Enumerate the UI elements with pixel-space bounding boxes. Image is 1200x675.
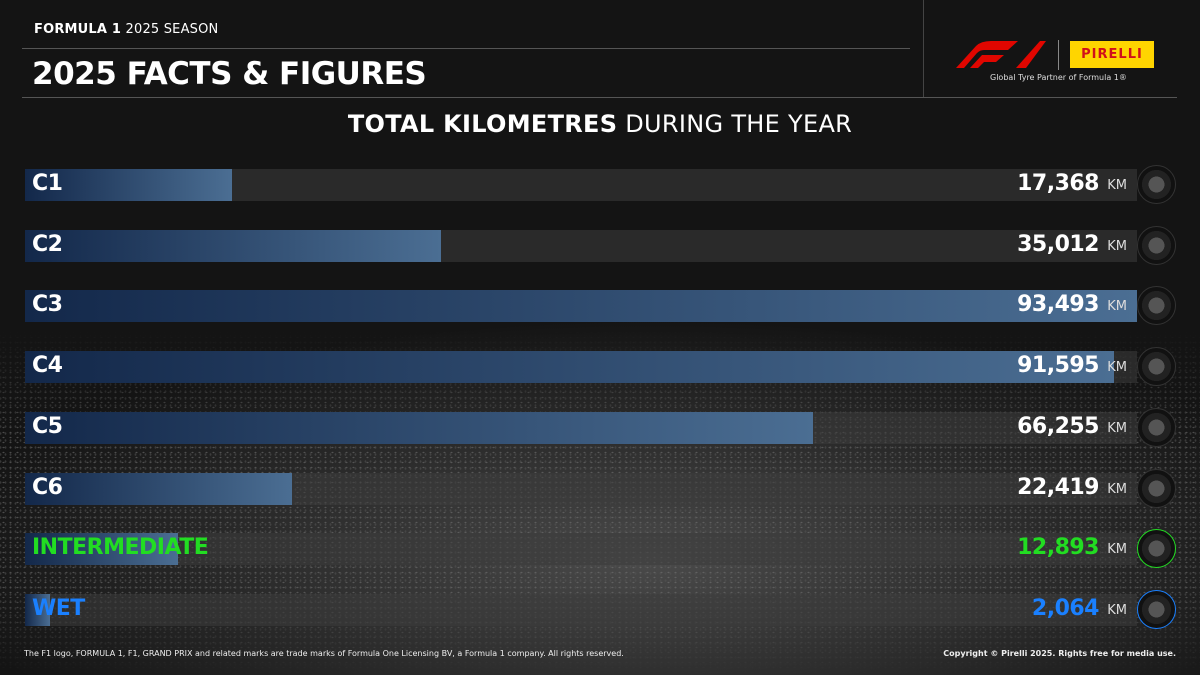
season-kicker: FORMULA 1 2025 SEASON [34, 22, 219, 37]
unit-label: KM [1107, 238, 1127, 254]
unit-label: KM [1107, 420, 1127, 436]
unit-label: KM [1107, 178, 1127, 193]
unit-label: KM [1107, 299, 1127, 315]
value-label: 12,893 [1017, 535, 1099, 561]
unit-label: KM [1107, 481, 1127, 497]
bar-wet [25, 593, 50, 626]
divider [923, 0, 924, 97]
bar-c5 [25, 411, 814, 444]
category-label: C2 [32, 231, 63, 257]
category-label: C4 [32, 353, 63, 379]
category-label: C5 [32, 413, 63, 439]
tyre-icon [1137, 589, 1176, 629]
bar-row-c5: C5 66,255 KM [25, 411, 1137, 444]
bar-c3 [25, 290, 1137, 323]
tyre-icon [1137, 468, 1176, 508]
tyre-icon [1137, 407, 1176, 447]
chart-title: TOTAL KILOMETRES DURING THE YEAR [347, 110, 853, 138]
value-label: 22,419 [1017, 474, 1099, 500]
tyre-icon [1137, 347, 1176, 387]
tyre-icon [1137, 529, 1176, 569]
unit-label: KM [1107, 360, 1127, 376]
value-label: 35,012 [1017, 231, 1099, 257]
value-label: 93,493 [1017, 292, 1099, 318]
unit-label: KM [1107, 542, 1127, 558]
bar-row-c3: C3 93,493 KM [25, 290, 1137, 323]
tyre-icon [1137, 165, 1176, 204]
value-label: 2,064 [1031, 595, 1100, 621]
partner-text: Global Tyre Partner of Formula 1® [990, 73, 1127, 82]
category-label: C3 [32, 292, 63, 318]
divider [1058, 40, 1059, 70]
bar-c6 [25, 472, 292, 505]
bar-row-c2: C2 35,012 KM [25, 229, 1137, 262]
value-label: 91,595 [1017, 353, 1099, 379]
tyre-icon [1137, 225, 1176, 265]
value-label: 17,368 [1017, 171, 1099, 196]
tyre-icon [1137, 286, 1176, 326]
f1-logo [956, 41, 1046, 68]
bar-row-c4: C4 91,595 KM [25, 351, 1137, 384]
unit-label: KM [1107, 602, 1127, 618]
bar-row-wet: WET 2,064 KM [25, 593, 1137, 626]
bar-intermediate [25, 533, 179, 566]
value-label: 66,255 [1017, 413, 1099, 439]
category-label: C1 [32, 171, 63, 196]
category-label: WET [32, 595, 85, 621]
bar-c1 [25, 169, 232, 201]
pirelli-logo: PIRELLI [1070, 41, 1154, 68]
category-label: INTERMEDIATE [32, 535, 209, 561]
category-label: C6 [32, 474, 63, 500]
bar-c4 [25, 351, 1115, 384]
bar-c2 [25, 229, 442, 262]
divider [22, 97, 1177, 98]
divider [22, 48, 910, 49]
bar-row-c6: C6 22,419 KM [25, 472, 1137, 505]
page-title: 2025 FACTS & FIGURES [32, 56, 427, 92]
bar-row-c1: C1 17,368 KM [25, 169, 1137, 201]
footer-trademark: The F1 logo, FORMULA 1, F1, GRAND PRIX a… [24, 649, 624, 658]
footer-copyright: Copyright © Pirelli 2025. Rights free fo… [943, 649, 1176, 658]
bar-row-intermediate: INTERMEDIATE 12,893 KM [25, 533, 1137, 566]
